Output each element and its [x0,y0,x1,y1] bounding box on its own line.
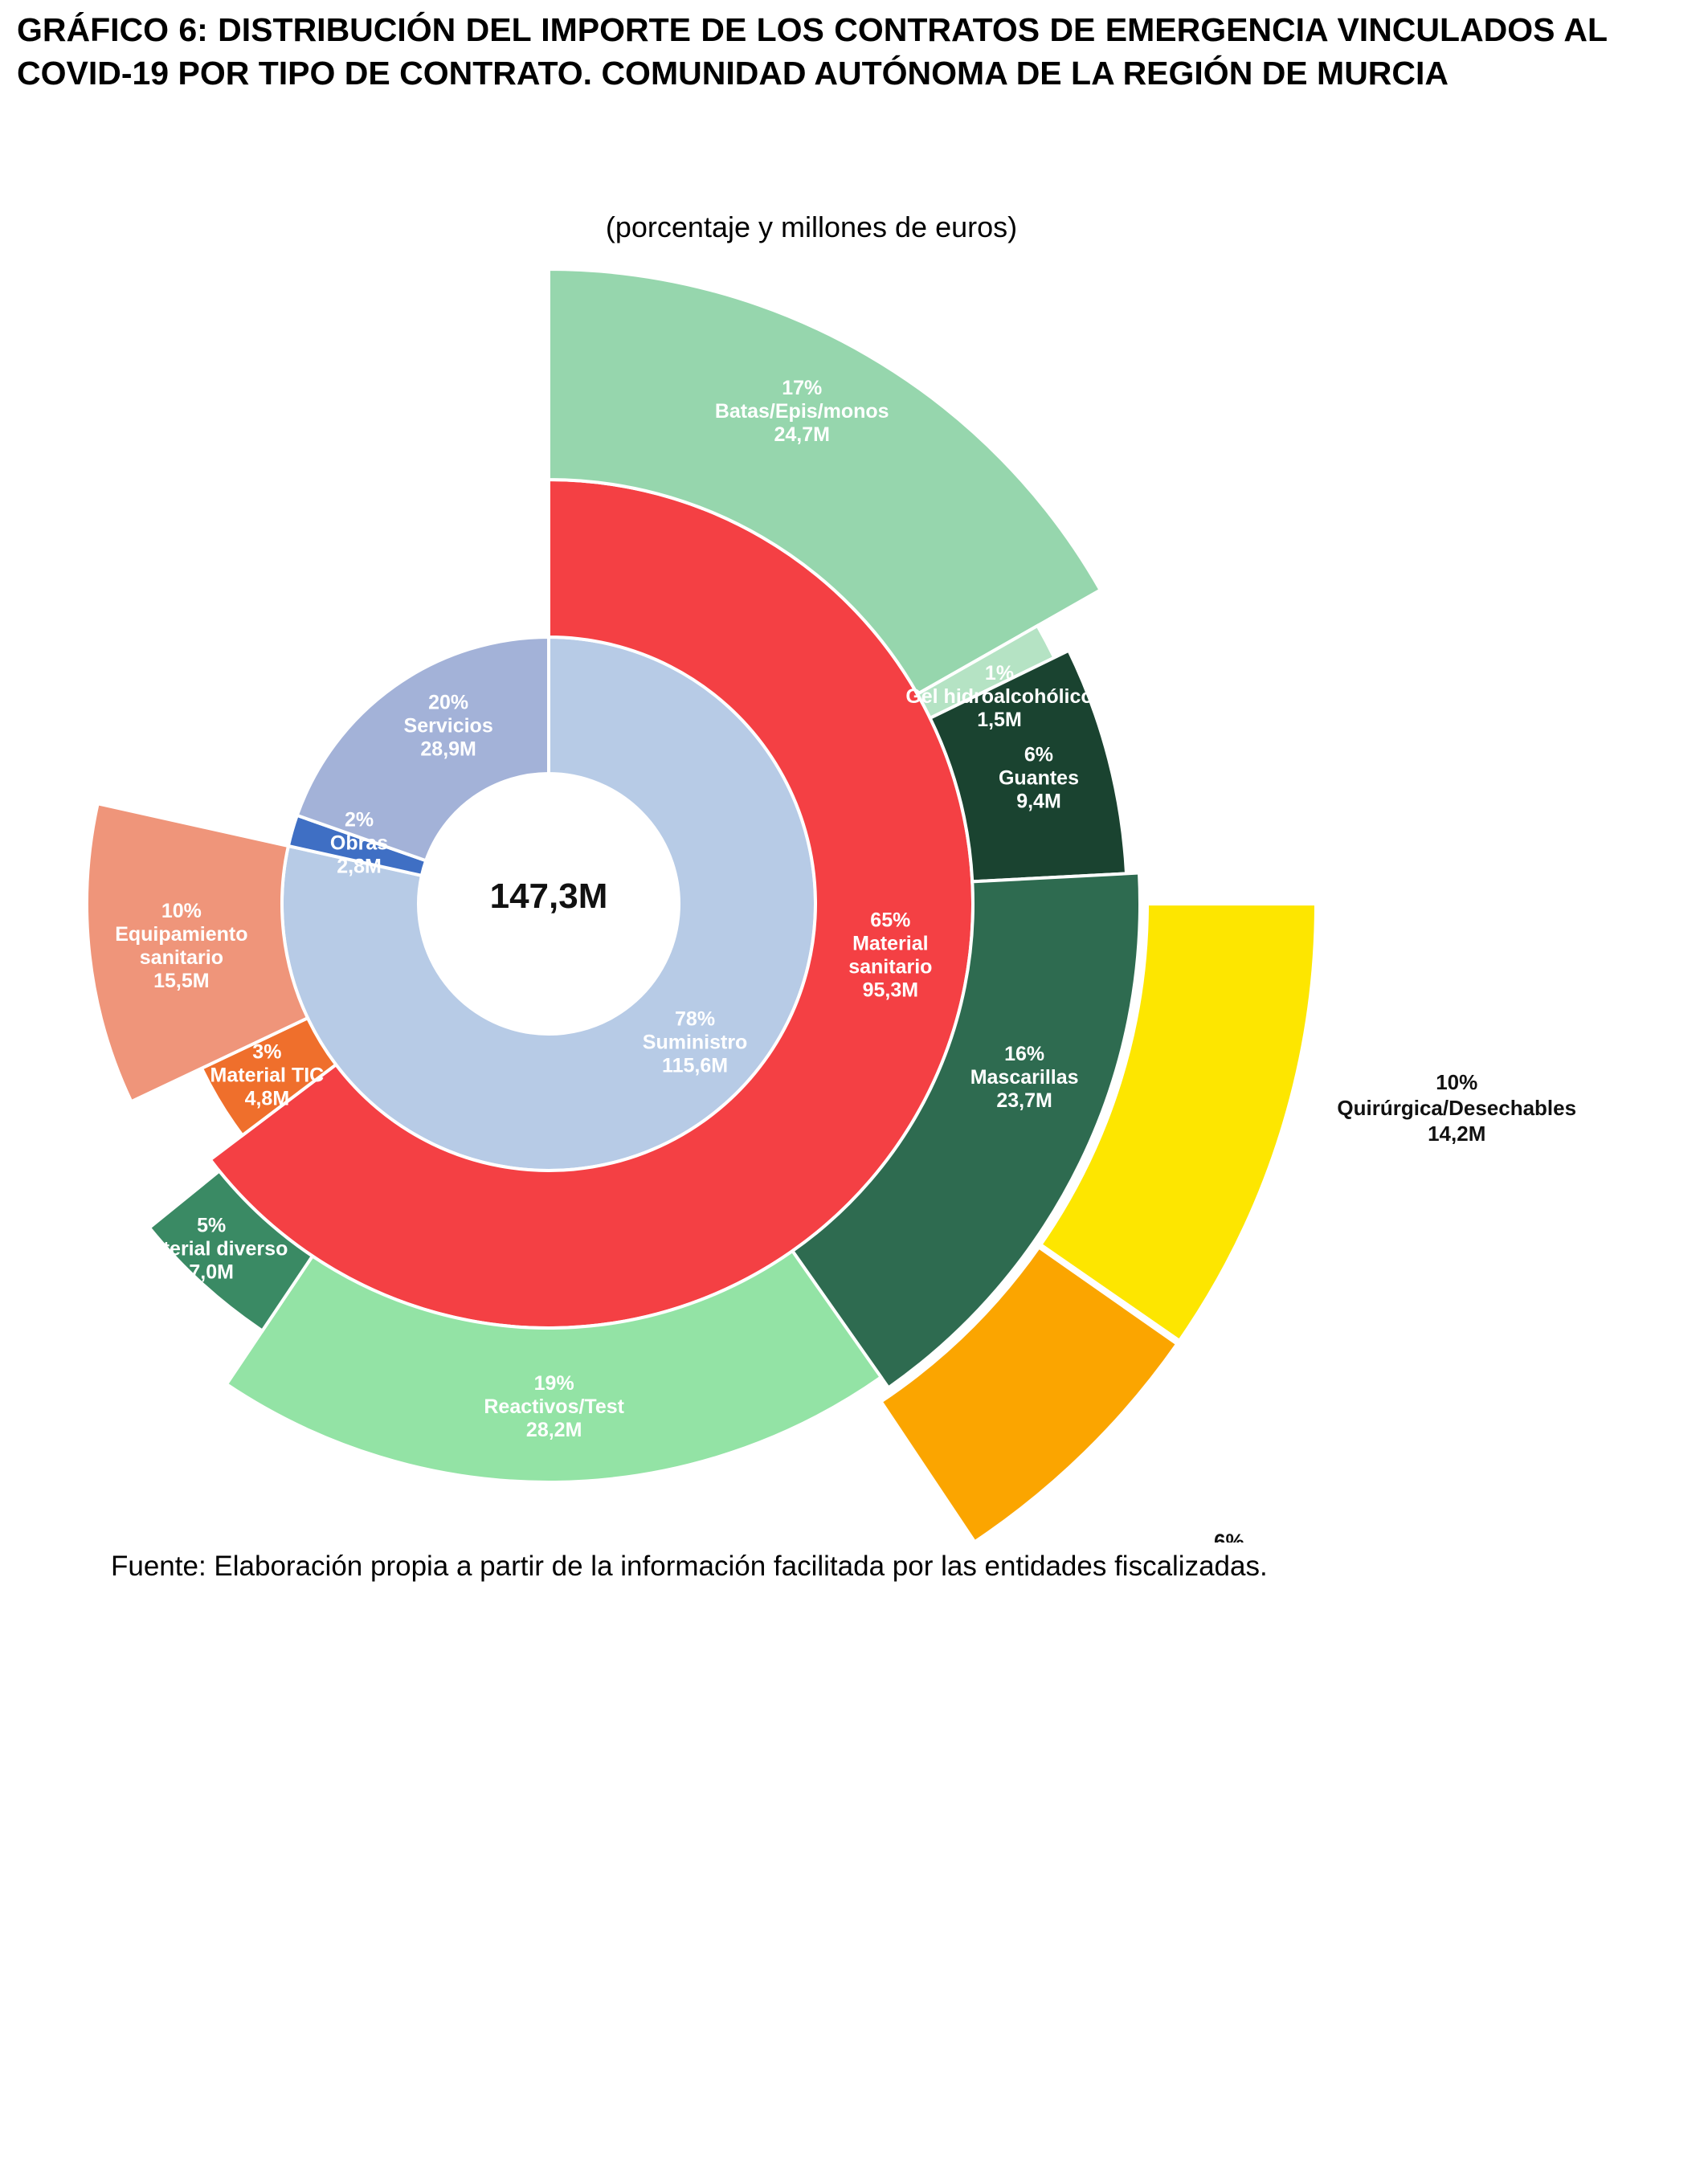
label-equipamiento-sanitario-line: 15,5M [153,970,209,992]
label-suministro-line: Suministro [643,1031,748,1053]
chart-subtitle: (porcentaje y millones de euros) [605,210,1018,243]
label-quirurgica-line: Quirúrgica/Desechables [1337,1096,1576,1120]
label-material-tic-line: Material TIC [210,1064,325,1087]
label-suministro-line: 115,6M [662,1054,728,1077]
slice-ffp [878,1244,1179,1543]
label-mascarillas-line: Mascarillas [970,1066,1079,1089]
label-servicios-line: 20% [428,692,468,714]
label-obras-line: 2,8M [337,856,382,878]
label-guantes-line: 6% [1024,743,1053,766]
label-material-sanitario-line: 95,3M [863,979,918,1002]
slice-mascarillas [790,871,1142,1391]
label-servicios-line: Servicios [404,715,493,738]
slice-equipamiento-sanitario [85,801,310,1104]
slice-reactivos [224,1248,884,1484]
label-batas-line: 17% [782,377,822,399]
label-suministro-line: 78% [675,1007,715,1030]
chart-labels: 78% Suministro 115,6M 20% Servicios 28,9M 2% Ob… [115,377,1576,1543]
label-ffp-line: 6% [1214,1530,1244,1543]
label-mascarillas-line: 16% [1004,1043,1044,1065]
label-quirurgica-line: 10% [1436,1070,1477,1094]
label-material-diverso-line: 5% [197,1215,226,1237]
label-mascarillas: 16% Mascarillas 23,7M [970,1043,1079,1112]
label-obras-line: Obras [330,832,388,855]
label-material-diverso-line: 7,0M [189,1261,234,1284]
slice-quirurgica [1038,902,1318,1343]
sunburst-chart: 78% Suministro 115,6M 20% Servicios 28,9M 2% Ob… [85,267,1577,1543]
label-suministro: 78% Suministro 115,6M [643,1007,748,1077]
label-reactivos-line: 19% [534,1372,574,1395]
label-material-diverso-line: Material diverso [135,1238,288,1261]
label-equipamiento-sanitario-line: sanitario [140,946,223,969]
label-guantes: 6% Guantes 9,4M [999,743,1079,812]
label-obras-line: 2% [345,809,374,832]
label-equipamiento-sanitario: 10% Equipamiento sanitario 15,5M [115,900,247,992]
label-obras: 2% Obras 2,8M [330,809,388,878]
label-material-sanitario-line: Material [852,933,928,955]
label-material-sanitario-line: 65% [870,909,910,932]
source-note: Fuente: Elaboración propia a partir de l… [111,1551,1268,1582]
label-reactivos-line: Reactivos/Test [484,1395,624,1418]
label-equipamiento-sanitario-line: Equipamiento [115,923,247,946]
label-batas-line: 24,7M [774,423,829,446]
label-guantes-line: 9,4M [1016,790,1061,812]
label-reactivos: 19% Reactivos/Test 28,2M [484,1372,624,1441]
label-ffp: 6%FFP2/FFP38,7M [1175,1530,1283,1543]
label-material-tic-line: 4,8M [245,1088,290,1110]
label-gel-line: 1,5M [977,709,1022,731]
label-gel-line: Gel hidroalcohólico [905,685,1093,708]
chart-arcs [85,267,1318,1543]
label-material-tic: 3% Material TIC 4,8M [210,1041,325,1110]
label-servicios: 20% Servicios 28,9M [404,692,493,761]
label-material-sanitario: 65% Material sanitario 95,3M [848,909,932,1002]
center-total-label: 147,3M [490,876,608,916]
label-reactivos-line: 28,2M [526,1419,582,1441]
chart-title: GRÁFICO 6: DISTRIBUCIÓN DEL IMPORTE DE L… [17,11,1608,92]
label-material-tic-line: 3% [252,1041,281,1064]
label-gel-line: 1% [985,662,1014,684]
slice-material-diverso [147,1168,315,1334]
label-quirurgica-line: 14,2M [1428,1122,1485,1146]
label-batas-line: Batas/Epis/monos [715,400,889,423]
slice-batas [547,267,1103,697]
label-mascarillas-line: 23,7M [996,1089,1052,1112]
label-batas: 17% Batas/Epis/monos 24,7M [715,377,889,446]
label-gel: 1% Gel hidroalcohólico 1,5M [905,662,1093,731]
slice-servicios [295,635,550,863]
label-equipamiento-sanitario-line: 10% [161,900,202,922]
label-material-sanitario-line: sanitario [848,956,932,979]
label-material-diverso: 5% Material diverso 7,0M [135,1215,288,1284]
label-quirurgica: 10% Quirúrgica/Desechables 14,2M [1337,1070,1576,1146]
label-guantes-line: Guantes [999,766,1079,789]
label-servicios-line: 28,9M [420,738,476,761]
